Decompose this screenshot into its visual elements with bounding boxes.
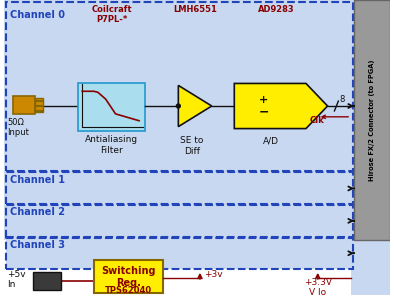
- Text: SE to
Diff: SE to Diff: [180, 136, 204, 156]
- Bar: [4, 240, 351, 296]
- Text: Hirose FX/2 Connector (to FPGA): Hirose FX/2 Connector (to FPGA): [369, 59, 375, 181]
- Text: 8: 8: [339, 95, 345, 104]
- Text: AD9283: AD9283: [258, 5, 295, 14]
- Text: A/D: A/D: [263, 136, 279, 145]
- Text: +3.3V
V Io: +3.3V V Io: [304, 278, 332, 297]
- Text: Clk: Clk: [310, 116, 325, 125]
- Text: Channel 2: Channel 2: [11, 207, 65, 217]
- Bar: [78, 83, 145, 131]
- Bar: [13, 96, 35, 114]
- Text: Coilcraft
P7PL-*: Coilcraft P7PL-*: [91, 5, 132, 24]
- Text: +: +: [259, 95, 268, 105]
- Text: Switching
Reg.: Switching Reg.: [101, 266, 156, 288]
- Text: Antialiasing
Filter: Antialiasing Filter: [85, 135, 138, 155]
- Bar: [6, 2, 353, 171]
- Bar: [94, 260, 163, 293]
- Text: Channel 1: Channel 1: [11, 175, 65, 185]
- Text: −: −: [258, 105, 269, 118]
- Text: +5v
In: +5v In: [7, 270, 26, 289]
- Circle shape: [177, 104, 180, 108]
- Bar: [6, 237, 353, 269]
- Bar: [6, 205, 353, 237]
- Polygon shape: [178, 85, 212, 127]
- Text: LMH6551: LMH6551: [173, 5, 217, 14]
- Text: Channel 3: Channel 3: [11, 240, 65, 250]
- Text: +3v: +3v: [204, 270, 223, 279]
- Polygon shape: [234, 83, 327, 129]
- Bar: [354, 0, 390, 240]
- Bar: [33, 272, 61, 290]
- Text: 50Ω
Input: 50Ω Input: [7, 118, 30, 137]
- Text: Channel 0: Channel 0: [11, 10, 65, 20]
- Bar: [6, 172, 353, 204]
- Text: TPS62040: TPS62040: [105, 287, 152, 296]
- Bar: [35, 98, 43, 112]
